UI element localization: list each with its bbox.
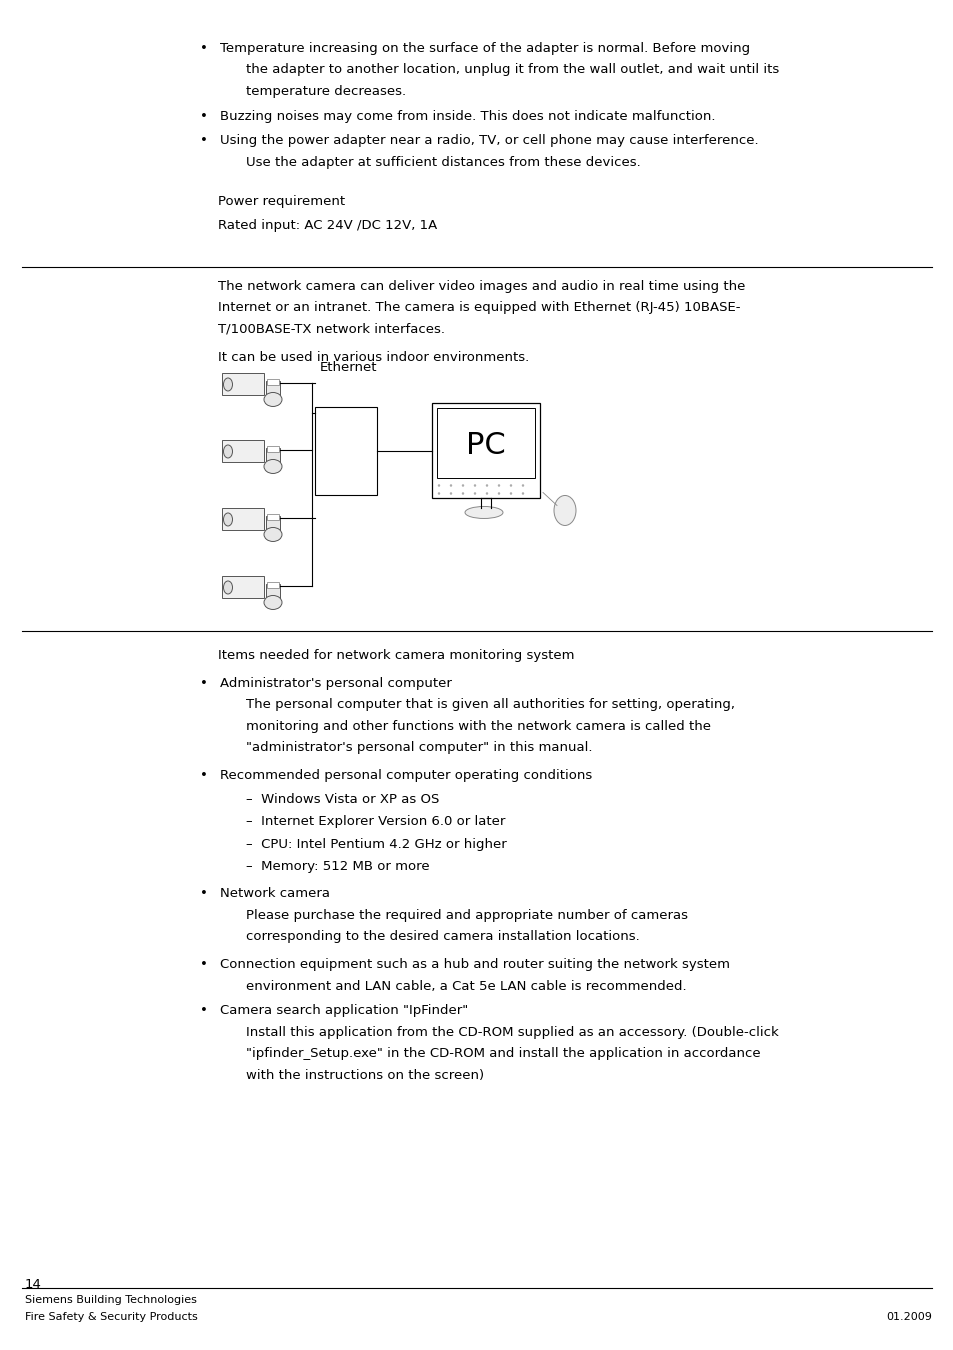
- Text: Items needed for network camera monitoring system: Items needed for network camera monitori…: [218, 648, 574, 662]
- Ellipse shape: [461, 485, 463, 486]
- Text: with the instructions on the screen): with the instructions on the screen): [246, 1069, 483, 1081]
- Text: "ipfinder_Setup.exe" in the CD-ROM and install the application in accordance: "ipfinder_Setup.exe" in the CD-ROM and i…: [246, 1048, 760, 1061]
- Text: 14: 14: [25, 1278, 42, 1291]
- Text: It can be used in various indoor environments.: It can be used in various indoor environ…: [218, 351, 529, 363]
- Ellipse shape: [437, 493, 439, 494]
- Text: The personal computer that is given all authorities for setting, operating,: The personal computer that is given all …: [246, 698, 734, 711]
- Text: Use the adapter at sufficient distances from these devices.: Use the adapter at sufficient distances …: [246, 157, 640, 169]
- Ellipse shape: [450, 485, 452, 486]
- Ellipse shape: [464, 506, 502, 518]
- Bar: [266, 517, 280, 535]
- Bar: [432, 404, 539, 498]
- Bar: [267, 514, 278, 521]
- Bar: [267, 447, 278, 452]
- Text: T/100BASE-TX network interfaces.: T/100BASE-TX network interfaces.: [218, 323, 444, 336]
- Ellipse shape: [264, 595, 282, 609]
- Text: Siemens Building Technologies: Siemens Building Technologies: [25, 1295, 196, 1305]
- Bar: [222, 374, 264, 396]
- Text: •: •: [200, 676, 208, 690]
- Text: –  Windows Vista or XP as OS: – Windows Vista or XP as OS: [246, 792, 439, 806]
- Bar: [222, 576, 264, 598]
- Ellipse shape: [264, 459, 282, 474]
- Text: •: •: [200, 109, 208, 123]
- Bar: [436, 409, 535, 478]
- Ellipse shape: [521, 485, 523, 486]
- Text: PC: PC: [466, 432, 505, 460]
- Text: Connection equipment such as a hub and router suiting the network system: Connection equipment such as a hub and r…: [220, 958, 729, 971]
- Text: –  CPU: Intel Pentium 4.2 GHz or higher: – CPU: Intel Pentium 4.2 GHz or higher: [246, 838, 506, 850]
- Text: Power requirement: Power requirement: [218, 194, 345, 208]
- Text: –  Memory: 512 MB or more: – Memory: 512 MB or more: [246, 860, 429, 873]
- Text: The network camera can deliver video images and audio in real time using the: The network camera can deliver video ima…: [218, 279, 744, 293]
- Ellipse shape: [437, 485, 439, 486]
- Text: Buzzing noises may come from inside. This does not indicate malfunction.: Buzzing noises may come from inside. Thi…: [220, 109, 715, 123]
- Bar: [266, 382, 280, 400]
- Text: Internet or an intranet. The camera is equipped with Ethernet (RJ-45) 10BASE-: Internet or an intranet. The camera is e…: [218, 301, 740, 315]
- Text: 01.2009: 01.2009: [885, 1312, 931, 1322]
- Ellipse shape: [474, 485, 476, 486]
- Text: Administrator's personal computer: Administrator's personal computer: [220, 676, 452, 690]
- Text: Rated input: AC 24V /DC 12V, 1A: Rated input: AC 24V /DC 12V, 1A: [218, 219, 436, 232]
- Ellipse shape: [521, 493, 523, 494]
- Text: Fire Safety & Security Products: Fire Safety & Security Products: [25, 1312, 197, 1322]
- Bar: [314, 406, 376, 495]
- Text: Temperature increasing on the surface of the adapter is normal. Before moving: Temperature increasing on the surface of…: [220, 42, 749, 55]
- Ellipse shape: [510, 485, 512, 486]
- Ellipse shape: [485, 493, 488, 494]
- Text: Using the power adapter near a radio, TV, or cell phone may cause interference.: Using the power adapter near a radio, TV…: [220, 135, 758, 147]
- Text: •: •: [200, 1004, 208, 1018]
- Ellipse shape: [264, 528, 282, 541]
- Ellipse shape: [223, 378, 233, 392]
- Ellipse shape: [223, 446, 233, 458]
- Text: corresponding to the desired camera installation locations.: corresponding to the desired camera inst…: [246, 930, 639, 944]
- Text: the adapter to another location, unplug it from the wall outlet, and wait until : the adapter to another location, unplug …: [246, 63, 779, 77]
- Text: Please purchase the required and appropriate number of cameras: Please purchase the required and appropr…: [246, 909, 687, 922]
- Ellipse shape: [264, 393, 282, 406]
- Ellipse shape: [497, 485, 499, 486]
- Ellipse shape: [554, 495, 576, 525]
- Bar: [222, 509, 264, 531]
- Text: Ethernet: Ethernet: [319, 362, 377, 374]
- Text: temperature decreases.: temperature decreases.: [246, 85, 406, 99]
- Bar: [222, 440, 264, 463]
- Ellipse shape: [450, 493, 452, 494]
- Text: Recommended personal computer operating conditions: Recommended personal computer operating …: [220, 769, 592, 782]
- Bar: [266, 585, 280, 602]
- Text: •: •: [200, 135, 208, 147]
- Bar: [267, 379, 278, 386]
- Bar: [267, 582, 278, 589]
- Text: "administrator's personal computer" in this manual.: "administrator's personal computer" in t…: [246, 741, 592, 755]
- Ellipse shape: [461, 493, 463, 494]
- Ellipse shape: [485, 485, 488, 486]
- Text: •: •: [200, 42, 208, 55]
- Ellipse shape: [474, 493, 476, 494]
- Text: Install this application from the CD-ROM supplied as an accessory. (Double-click: Install this application from the CD-ROM…: [246, 1026, 778, 1040]
- Ellipse shape: [223, 513, 233, 526]
- Text: Camera search application "IpFinder": Camera search application "IpFinder": [220, 1004, 468, 1018]
- Text: –  Internet Explorer Version 6.0 or later: – Internet Explorer Version 6.0 or later: [246, 815, 505, 829]
- Text: •: •: [200, 958, 208, 971]
- Text: monitoring and other functions with the network camera is called the: monitoring and other functions with the …: [246, 720, 710, 733]
- Ellipse shape: [497, 493, 499, 494]
- Ellipse shape: [510, 493, 512, 494]
- Text: environment and LAN cable, a Cat 5e LAN cable is recommended.: environment and LAN cable, a Cat 5e LAN …: [246, 980, 686, 992]
- Text: •: •: [200, 887, 208, 900]
- Text: Network camera: Network camera: [220, 887, 330, 900]
- Ellipse shape: [223, 580, 233, 594]
- Text: •: •: [200, 769, 208, 782]
- Bar: [266, 448, 280, 467]
